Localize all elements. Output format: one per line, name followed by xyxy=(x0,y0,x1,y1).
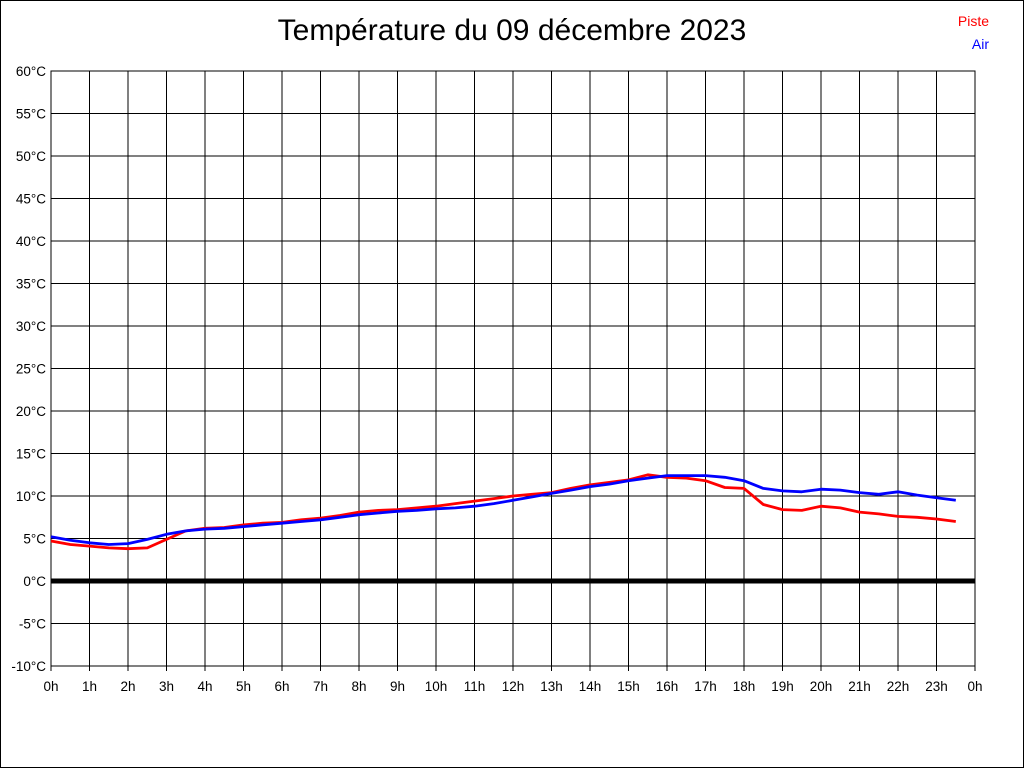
x-tick-label: 11h xyxy=(464,679,486,694)
x-tick-label: 9h xyxy=(390,679,405,694)
x-tick-label: 23h xyxy=(925,679,948,694)
x-tick-label: 6h xyxy=(274,679,289,694)
y-tick-label: 45°C xyxy=(16,192,46,207)
air-line xyxy=(50,474,956,546)
y-tick-label: 0°C xyxy=(23,574,46,589)
x-tick-label: 14h xyxy=(579,679,602,694)
x-tick-label: 2h xyxy=(120,679,135,694)
y-tick-label: 50°C xyxy=(16,149,46,164)
x-tick-label: 8h xyxy=(351,679,366,694)
x-axis-labels: 0h 1h 2h 3h 4h 5h 6h 7h 8h 9h 10h 11h 12h 13h 14h 15h 16… xyxy=(43,679,982,694)
y-axis-labels: 60°C 55°C 50°C 45°C 40°C 35°C 30°C 25°C 20°C 15°C… xyxy=(11,64,46,674)
y-tick-label: 10°C xyxy=(16,489,46,504)
y-tick-label: 5°C xyxy=(23,532,46,547)
y-tick-label: 30°C xyxy=(16,319,46,334)
x-tick-label: 19h xyxy=(771,679,794,694)
y-tick-label: 35°C xyxy=(16,277,46,292)
y-tick-label: -10°C xyxy=(11,659,46,674)
y-tick-label: -5°C xyxy=(19,617,46,632)
x-tick-label: 20h xyxy=(810,679,833,694)
x-tick-label: 16h xyxy=(656,679,679,694)
x-tick-label: 3h xyxy=(159,679,174,694)
legend-air-label: Air xyxy=(971,36,989,52)
piste-line xyxy=(50,473,956,551)
legend: Piste Air xyxy=(958,13,989,59)
x-tick-label: 17h xyxy=(694,679,717,694)
y-tick-label: 20°C xyxy=(16,404,46,419)
x-tick-label: 1h xyxy=(82,679,97,694)
y-tick-label: 60°C xyxy=(16,64,46,79)
chart-title: Température du 09 décembre 2023 xyxy=(277,14,747,47)
x-tick-label: 7h xyxy=(313,679,328,694)
x-tick-label: 12h xyxy=(502,679,525,694)
x-tick-label: 21h xyxy=(848,679,871,694)
y-tick-label: 55°C xyxy=(16,107,46,122)
x-tick-label: 13h xyxy=(540,679,563,694)
grid-lines xyxy=(50,70,976,671)
x-tick-label: 4h xyxy=(197,679,212,694)
x-tick-label: 15h xyxy=(617,679,640,694)
x-tick-label: 0h xyxy=(967,679,982,694)
legend-piste-label: Piste xyxy=(957,13,989,29)
x-tick-label: 5h xyxy=(236,679,251,694)
y-tick-label: 40°C xyxy=(16,234,46,249)
x-tick-label: 18h xyxy=(733,679,756,694)
y-tick-label: 15°C xyxy=(16,447,46,462)
x-tick-label: 0h xyxy=(43,679,58,694)
y-tick-label: 25°C xyxy=(16,362,46,377)
x-tick-label: 10h xyxy=(425,679,448,694)
plot-border xyxy=(50,70,976,667)
x-tick-label: 22h xyxy=(887,679,910,694)
